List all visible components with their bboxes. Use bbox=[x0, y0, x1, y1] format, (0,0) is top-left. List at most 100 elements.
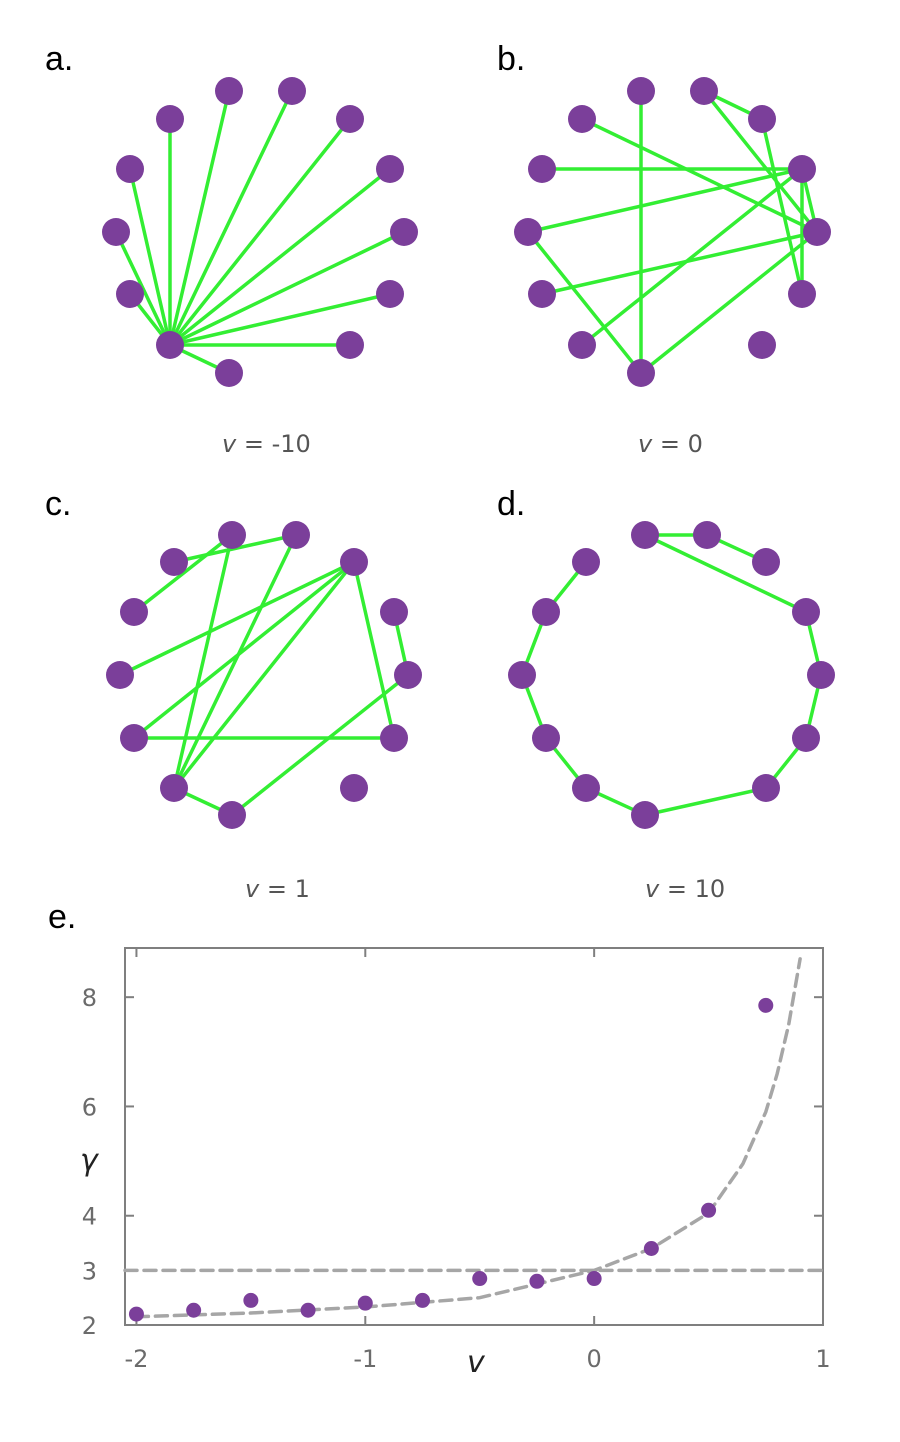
x-tick-label: -1 bbox=[353, 1345, 377, 1373]
network-node bbox=[340, 548, 368, 576]
network-node bbox=[120, 598, 148, 626]
dashed-line bbox=[134, 957, 802, 1319]
network-node bbox=[218, 801, 246, 829]
network-node bbox=[156, 105, 184, 133]
network-node bbox=[215, 77, 243, 105]
network-edge bbox=[580, 167, 804, 347]
caption-panel-d: v = 10 bbox=[645, 875, 725, 903]
network-edge bbox=[118, 560, 356, 677]
data-point bbox=[128, 1306, 144, 1322]
network-node bbox=[788, 280, 816, 308]
caption-v-symbol: v bbox=[638, 430, 653, 458]
panel-e-letter: e. bbox=[48, 898, 76, 936]
network-edge bbox=[168, 89, 294, 347]
caption-panel-c: v = 1 bbox=[245, 875, 310, 903]
network-node bbox=[532, 598, 560, 626]
network-node bbox=[106, 661, 134, 689]
caption-panel-a: v = -10 bbox=[222, 430, 311, 458]
caption-v-value: = 0 bbox=[660, 430, 703, 458]
panel-d-letter: d. bbox=[497, 485, 525, 523]
network-node bbox=[792, 724, 820, 752]
network-node bbox=[340, 774, 368, 802]
network-edge bbox=[352, 560, 396, 740]
network-node bbox=[380, 724, 408, 752]
network-panel-a bbox=[102, 77, 418, 387]
network-node bbox=[693, 521, 721, 549]
x-tick-label: -2 bbox=[124, 1345, 148, 1373]
network-node bbox=[748, 105, 776, 133]
panel-a-letter: a. bbox=[45, 40, 73, 78]
network-node bbox=[528, 280, 556, 308]
network-edge bbox=[172, 533, 234, 790]
y-tick-label: 2 bbox=[82, 1312, 97, 1340]
x-axis-label: v bbox=[467, 1345, 486, 1380]
network-node bbox=[572, 774, 600, 802]
network-node bbox=[336, 105, 364, 133]
network-node bbox=[528, 155, 556, 183]
network-edge bbox=[168, 230, 406, 347]
network-node bbox=[380, 598, 408, 626]
network-node bbox=[532, 724, 560, 752]
network-node bbox=[282, 521, 310, 549]
panel-c-letter: c. bbox=[45, 485, 71, 523]
caption-v-value: = 1 bbox=[267, 875, 310, 903]
network-node bbox=[572, 548, 600, 576]
network-node bbox=[631, 521, 659, 549]
x-tick-label: 1 bbox=[815, 1345, 830, 1373]
data-point bbox=[701, 1202, 717, 1218]
network-node bbox=[116, 280, 144, 308]
network-edge bbox=[114, 230, 172, 347]
network-node bbox=[792, 598, 820, 626]
network-edge bbox=[702, 89, 819, 234]
fit-lines bbox=[123, 957, 825, 1319]
data-point bbox=[643, 1241, 659, 1257]
data-point bbox=[186, 1302, 202, 1318]
network-edge bbox=[132, 560, 356, 740]
network-edge bbox=[168, 117, 352, 347]
network-node bbox=[748, 331, 776, 359]
network-node bbox=[120, 724, 148, 752]
network-edge bbox=[643, 786, 768, 817]
data-point bbox=[415, 1292, 431, 1308]
network-node bbox=[394, 661, 422, 689]
network-edge bbox=[230, 673, 410, 817]
network-edge bbox=[526, 230, 643, 375]
data-point bbox=[357, 1295, 373, 1311]
y-tick-label: 3 bbox=[82, 1257, 97, 1285]
network-node bbox=[278, 77, 306, 105]
data-point bbox=[243, 1292, 259, 1308]
data-points bbox=[128, 997, 774, 1322]
network-node bbox=[336, 331, 364, 359]
panel-b-letter: b. bbox=[497, 40, 525, 78]
network-node bbox=[390, 218, 418, 246]
data-point bbox=[300, 1302, 316, 1318]
y-tick-label: 8 bbox=[82, 984, 97, 1012]
network-edge bbox=[526, 167, 804, 234]
network-edge bbox=[172, 533, 298, 790]
chart-panel-e: -2 -1 0 1 2 3 4 6 8 v γ bbox=[80, 947, 831, 1380]
network-node bbox=[376, 280, 404, 308]
network-node bbox=[752, 548, 780, 576]
caption-panel-b: v = 0 bbox=[638, 430, 703, 458]
caption-v-value: = -10 bbox=[244, 430, 311, 458]
network-node bbox=[160, 548, 188, 576]
network-panel-b bbox=[514, 77, 831, 387]
network-node bbox=[788, 155, 816, 183]
network-node bbox=[627, 359, 655, 387]
network-edge bbox=[132, 533, 234, 614]
network-node bbox=[156, 331, 184, 359]
network-edge bbox=[639, 230, 819, 375]
network-node bbox=[752, 774, 780, 802]
network-node bbox=[690, 77, 718, 105]
network-node bbox=[215, 359, 243, 387]
network-panel-d bbox=[508, 521, 835, 829]
data-point bbox=[529, 1273, 545, 1289]
data-point bbox=[472, 1271, 488, 1287]
network-node bbox=[807, 661, 835, 689]
plot-frame bbox=[124, 947, 824, 1326]
network-panel-c bbox=[106, 521, 422, 829]
caption-v-symbol: v bbox=[245, 875, 260, 903]
network-edge bbox=[168, 89, 231, 347]
network-node bbox=[514, 218, 542, 246]
network-node bbox=[116, 155, 144, 183]
